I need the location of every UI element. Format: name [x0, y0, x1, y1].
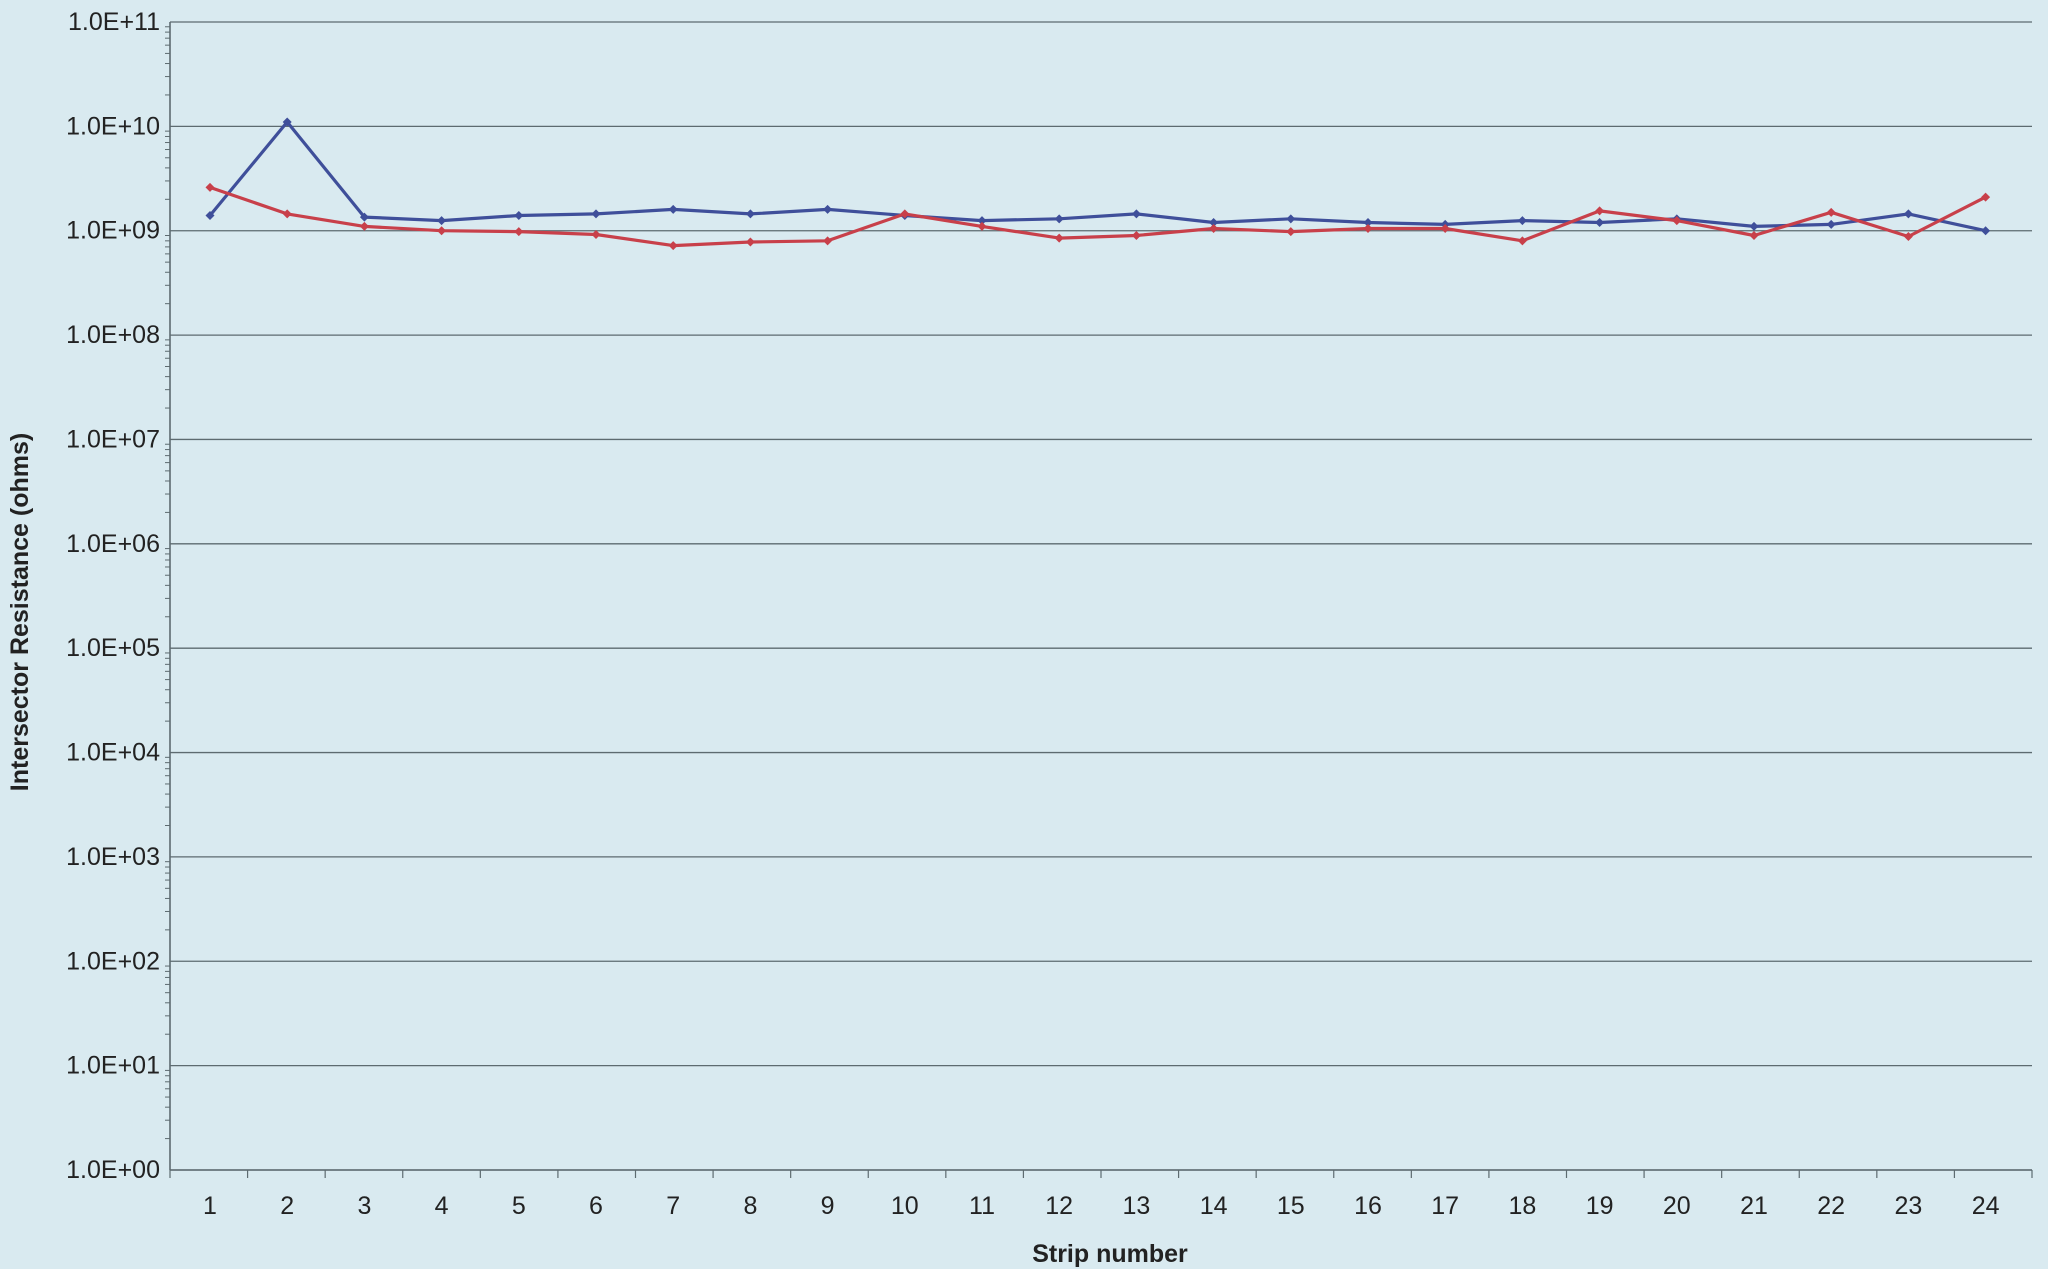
- y-tick-label: 1.0E+02: [66, 947, 160, 975]
- y-tick-label: 1.0E+07: [66, 425, 160, 453]
- data-point-1: [1981, 226, 1991, 236]
- data-point-2: [1903, 232, 1913, 242]
- y-tick-labels: 1.0E+00 1.0E+01 1.0E+02 1.0E+03 1.0E+04 1.0E+…: [66, 8, 160, 1184]
- data-point-1: [591, 209, 601, 219]
- data-point-2: [1595, 206, 1605, 216]
- x-tick-label: 22: [1817, 1192, 1845, 1220]
- data-point-2: [514, 227, 524, 237]
- data-point-1: [1749, 221, 1759, 231]
- data-point-2: [1209, 224, 1219, 234]
- x-tick-label: 3: [357, 1192, 371, 1220]
- data-point-1: [1826, 219, 1836, 229]
- data-point-2: [591, 230, 601, 240]
- data-point-1: [1286, 214, 1296, 224]
- x-tick-label: 24: [1972, 1192, 2000, 1220]
- data-point-2: [668, 241, 678, 251]
- data-point-2: [1672, 216, 1682, 226]
- x-tick-label: 13: [1122, 1192, 1150, 1220]
- data-point-1: [437, 216, 447, 226]
- x-tick-label: 5: [512, 1192, 526, 1220]
- data-point-1: [668, 204, 678, 214]
- data-point-2: [1054, 233, 1064, 243]
- x-tick-label: 11: [969, 1192, 995, 1220]
- x-tick-label: 21: [1740, 1192, 1768, 1220]
- data-point-1: [1595, 217, 1605, 227]
- data-point-1: [977, 216, 987, 226]
- y-tick-label: 1.0E+03: [66, 843, 160, 871]
- x-tick-label: 16: [1354, 1192, 1382, 1220]
- data-point-2: [745, 237, 755, 247]
- data-point-2: [900, 209, 910, 219]
- x-tick-label: 6: [589, 1192, 603, 1220]
- data-point-1: [282, 117, 292, 127]
- x-tick-labels: 1 2 3 4 5 6 7 8 9 10 11 12 13 14 15 16 17 18 19 20 21 22 23 24: [203, 1192, 2000, 1220]
- x-tick-label: 23: [1894, 1192, 1922, 1220]
- data-point-2: [359, 221, 369, 231]
- data-point-2: [823, 236, 833, 246]
- x-tick-label: 8: [743, 1192, 757, 1220]
- x-tick-label: 1: [203, 1192, 217, 1220]
- data-point-2: [437, 226, 447, 236]
- x-tick-label: 7: [666, 1192, 680, 1220]
- x-tick-label: 17: [1431, 1192, 1459, 1220]
- axes: [165, 22, 2033, 1178]
- x-axis-title: Strip number: [1032, 1240, 1188, 1268]
- x-tick-label: 18: [1508, 1192, 1536, 1220]
- data-point-2: [1517, 236, 1527, 246]
- data-point-1: [1209, 217, 1219, 227]
- y-axis-title: Intersector Resistance (ohms): [6, 433, 34, 791]
- data-point-2: [1749, 231, 1759, 241]
- y-tick-label: 1.0E+11: [68, 8, 160, 36]
- x-tick-label: 20: [1663, 1192, 1691, 1220]
- data-point-2: [205, 182, 215, 192]
- y-tick-label: 1.0E+00: [66, 1156, 160, 1184]
- data-point-2: [1286, 227, 1296, 237]
- data-point-1: [1131, 209, 1141, 219]
- data-point-2: [1826, 207, 1836, 217]
- data-point-1: [1363, 217, 1373, 227]
- x-tick-label: 4: [435, 1192, 449, 1220]
- data-point-2: [1363, 224, 1373, 234]
- data-point-1: [745, 209, 755, 219]
- x-tick-label: 19: [1586, 1192, 1614, 1220]
- y-tick-label: 1.0E+04: [66, 739, 160, 767]
- series-line-1: [208, 120, 1986, 233]
- series-group: [205, 117, 1991, 251]
- x-tick-label: 15: [1277, 1192, 1305, 1220]
- data-point-2: [282, 209, 292, 219]
- y-tick-label: 1.0E+06: [66, 530, 160, 558]
- data-point-2: [1440, 224, 1450, 234]
- y-tick-label: 1.0E+05: [66, 634, 160, 662]
- series-line-2: [209, 185, 1987, 248]
- data-point-2: [1131, 231, 1141, 241]
- data-point-2: [1981, 192, 1991, 202]
- data-point-1: [1054, 214, 1064, 224]
- data-point-1: [1517, 216, 1527, 226]
- data-point-2: [977, 221, 987, 231]
- y-tick-label: 1.0E+08: [66, 321, 160, 349]
- x-tick-label: 14: [1200, 1192, 1228, 1220]
- data-point-1: [359, 212, 369, 222]
- x-tick-label: 9: [821, 1192, 835, 1220]
- data-point-1: [514, 210, 524, 220]
- x-tick-label: 2: [280, 1192, 294, 1220]
- data-point-1: [205, 210, 215, 220]
- x-tick-label: 10: [891, 1192, 919, 1220]
- x-tick-label: 12: [1045, 1192, 1073, 1220]
- y-tick-label: 1.0E+09: [66, 217, 160, 245]
- y-tick-label: 1.0E+01: [66, 1052, 160, 1080]
- data-point-1: [1903, 209, 1913, 219]
- data-point-1: [823, 204, 833, 214]
- y-tick-label: 1.0E+10: [66, 112, 160, 140]
